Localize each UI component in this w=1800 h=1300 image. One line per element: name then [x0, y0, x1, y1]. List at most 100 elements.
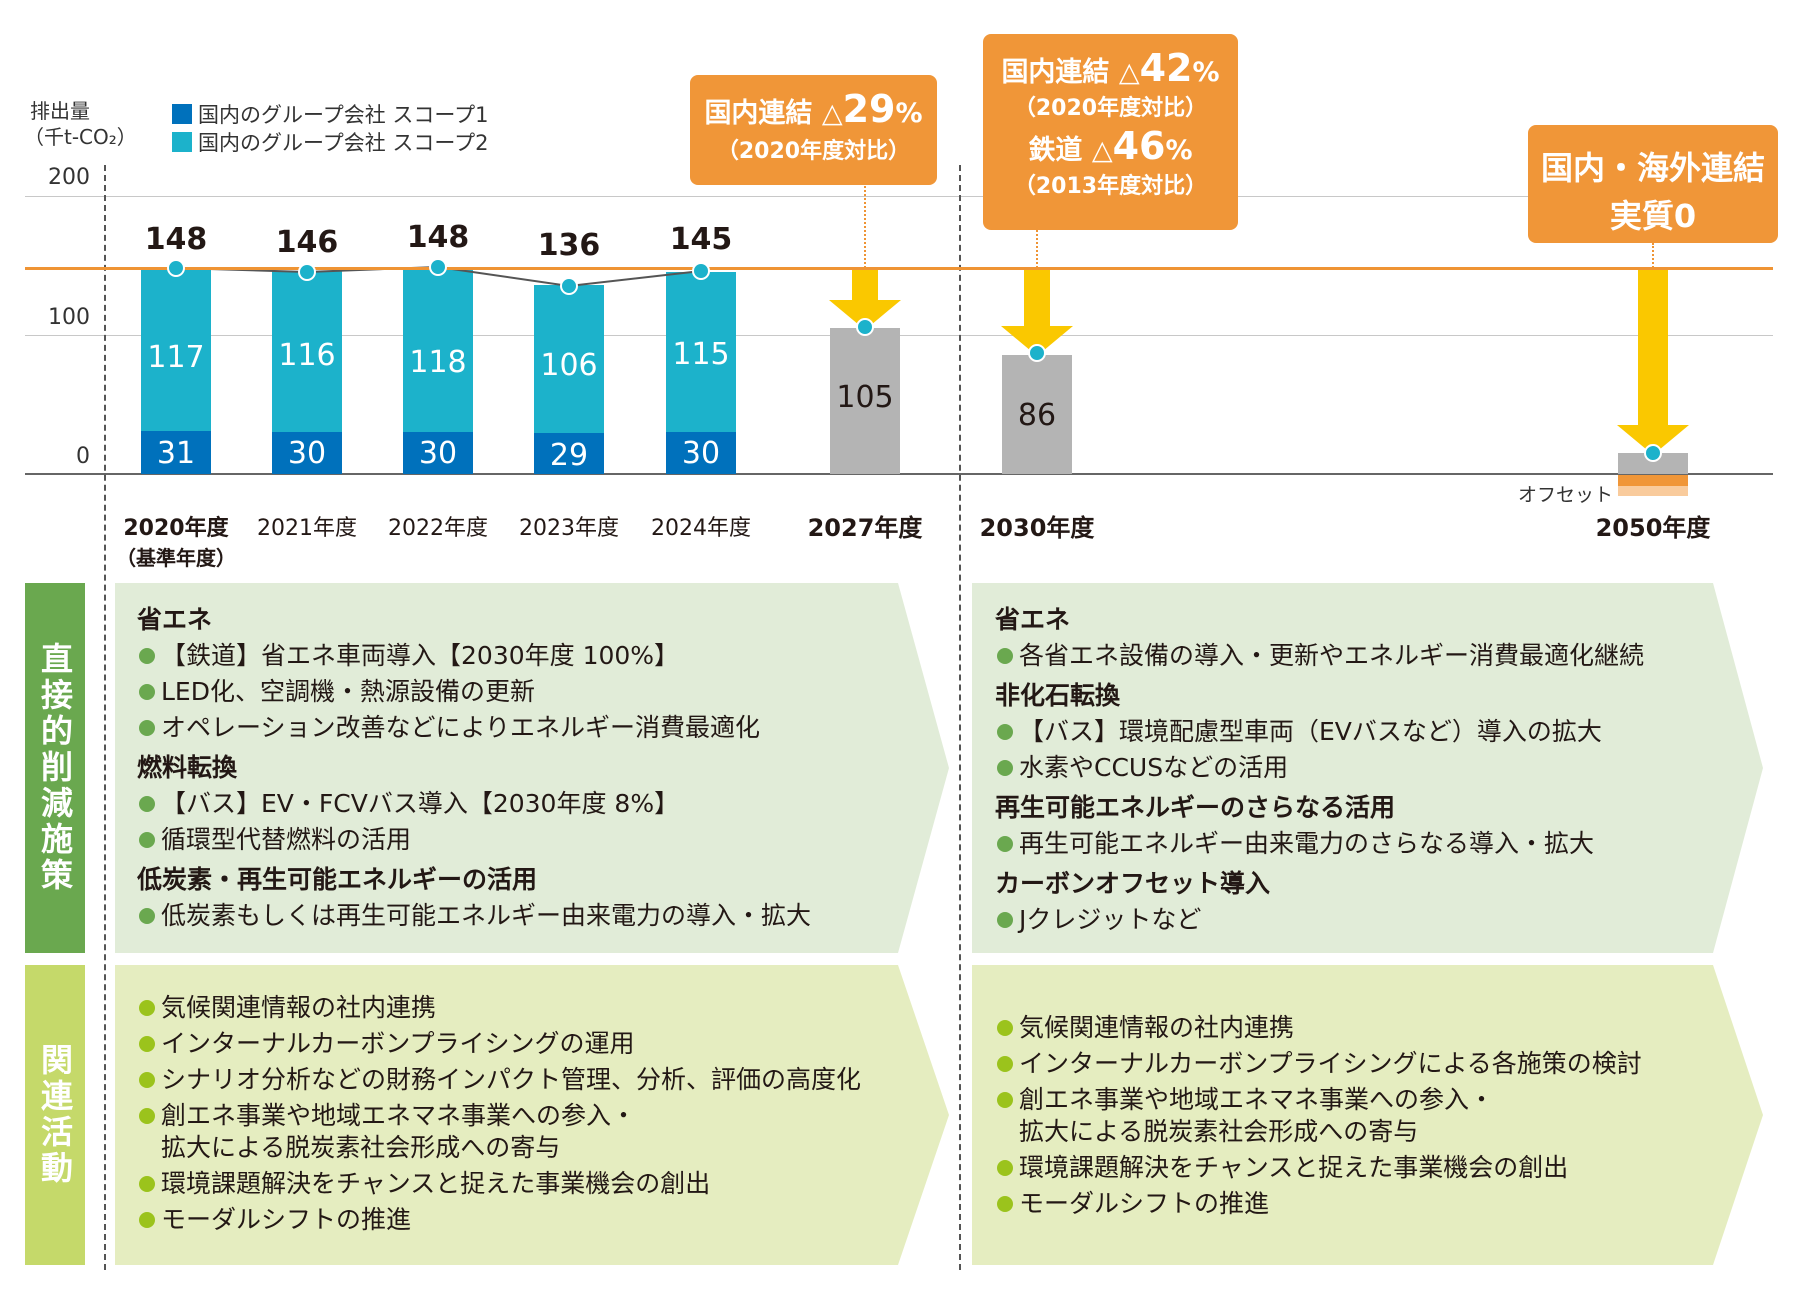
list-item-text: 気候関連情報の社内連携 [1019, 1013, 1295, 1042]
callout-2050-leader [1652, 243, 1654, 268]
x-label-2020-sub: （基準年度） [116, 546, 236, 570]
callout-2030-leader [1036, 230, 1038, 268]
total-dot-2022 [429, 258, 447, 276]
bullet-icon [997, 912, 1013, 928]
callout-2030-value: 42 [1139, 46, 1193, 90]
bullet-icon [997, 724, 1013, 740]
list-item: 創エネ事業や地域エネマネ事業への参入・ [995, 1082, 1735, 1118]
panel-related-right-bg [972, 965, 1763, 1265]
callout-2027-basis: （2020年度対比） [716, 139, 911, 164]
list-item-text: 【鉄道】省エネ車両導入【2030年度 100%】 [161, 641, 680, 670]
callout-2030-basis: （2020年度対比） [1013, 96, 1208, 121]
bar-2021-scope2-value: 116 [278, 338, 336, 373]
bullet-icon [997, 1056, 1013, 1072]
x-label-2024: 2024年度 [651, 516, 751, 541]
callout-2027: 国内連結 △29% （2020年度対比） [690, 75, 937, 185]
bullet-icon [997, 1092, 1013, 1108]
y-axis-title-line1: 排出量 [30, 99, 90, 123]
list-item-text: 【バス】EV・FCVバス導入【2030年度 8%】 [161, 789, 680, 818]
offset-label: オフセット [1518, 484, 1614, 506]
callout-2030-unit: % [1192, 57, 1220, 88]
y-axis-title-line2: （千t-CO₂） [24, 125, 137, 149]
bullet-icon [997, 1020, 1013, 1036]
bullet-icon [139, 1212, 155, 1228]
x-label-2030: 2030年度 [979, 514, 1095, 542]
bullet-icon [139, 1176, 155, 1192]
bullet-icon [997, 1160, 1013, 1176]
bullet-icon [139, 684, 155, 700]
section-label-related: 関連活動 [25, 965, 85, 1265]
list-item-text: 循環型代替燃料の活用 [161, 825, 412, 854]
bar-2020-scope2 [141, 268, 211, 431]
bullet-icon [997, 1196, 1013, 1212]
list-item-text: インターナルカーボンプライシングによる各施策の検討 [1019, 1049, 1642, 1078]
panel-related-left-bg [115, 965, 949, 1265]
bar-2027-target [830, 328, 900, 474]
list-item: 循環型代替燃料の活用 [137, 822, 917, 858]
group-heading: 低炭素・再生可能エネルギーの活用 [137, 865, 538, 894]
bullet-icon [139, 1000, 155, 1016]
callout-2030-rail-unit: % [1165, 135, 1193, 166]
bullet-icon [139, 796, 155, 812]
bullet-icon [997, 836, 1013, 852]
group-heading: 燃料転換 [137, 753, 238, 782]
list-item-text: 環境課題解決をチャンスと捉えた事業機会の創出 [161, 1169, 711, 1198]
y-axis-title: 排出量 （千t-CO₂） [24, 98, 137, 150]
list-item-text: 低炭素もしくは再生可能エネルギー由来電力の導入・拡大 [161, 901, 812, 930]
target-dot-2027 [856, 318, 874, 336]
list-item: 環境課題解決をチャンスと捉えた事業機会の創出 [137, 1166, 927, 1202]
x-label-2023: 2023年度 [519, 516, 619, 541]
callout-2050: 国内・海外連結 実質0 [1528, 125, 1778, 243]
group-heading: カーボンオフセット導入 [995, 869, 1271, 898]
scope2-swatch-icon [172, 132, 192, 152]
list-item-text: 創エネ事業や地域エネマネ事業への参入・ [1019, 1085, 1495, 1114]
bar-2024-scope2-value: 115 [672, 337, 730, 372]
list-item-text: オペレーション改善などによりエネルギー消費最適化 [161, 713, 761, 742]
list-item: 【バス】環境配慮型車両（EVバスなど）導入の拡大 [995, 714, 1735, 750]
bar-2023-total: 136 [537, 228, 601, 263]
bar-2022-scope1-value: 30 [418, 436, 458, 471]
callout-2050-scope: 国内・海外連結 [1540, 149, 1765, 187]
y-tick-100: 100 [48, 305, 90, 330]
bar-2021-scope1-value: 30 [287, 436, 327, 471]
callout-2027-unit: % [895, 98, 923, 129]
panel-direct-right-bg [972, 583, 1763, 953]
x-label-2022: 2022年度 [388, 516, 488, 541]
bar-2022-scope1 [403, 432, 473, 474]
section-label-direct: 直接的削減施策 [25, 583, 85, 953]
divider-base-year [104, 165, 106, 1270]
group-heading: 非化石転換 [995, 681, 1121, 710]
list-item: インターナルカーボンプライシングによる各施策の検討 [995, 1046, 1735, 1082]
list-item: 【バス】EV・FCVバス導入【2030年度 8%】 [137, 786, 917, 822]
panel-related-right: 気候関連情報の社内連携 インターナルカーボンプライシングによる各施策の検討 創エ… [995, 1010, 1735, 1222]
callout-2027-leader [864, 186, 866, 268]
bar-2050-offset [1618, 475, 1688, 486]
bar-2027-target-value: 105 [836, 380, 894, 415]
list-item: 気候関連情報の社内連携 [995, 1010, 1735, 1046]
bar-2050-residual [1618, 453, 1688, 474]
list-item-text: 環境課題解決をチャンスと捉えた事業機会の創出 [1019, 1153, 1569, 1182]
gridline-200 [25, 196, 1773, 197]
list-item-text: LED化、空調機・熱源設備の更新 [161, 677, 535, 706]
bar-2023-scope1-value: 29 [549, 438, 589, 473]
bar-2030-target [1002, 355, 1072, 474]
bar-2021-scope2 [272, 271, 342, 432]
list-item-text: モーダルシフトの推進 [1019, 1189, 1270, 1218]
list-item: 各省エネ設備の導入・更新やエネルギー消費最適化継続 [995, 638, 1735, 674]
panel-direct-left: 省エネ 【鉄道】省エネ車両導入【2030年度 100%】 LED化、空調機・熱源… [137, 598, 917, 934]
group-heading: 省エネ [995, 605, 1071, 634]
x-label-2020-year: 2020年度 [123, 516, 229, 541]
arrow-2050-shaft [1638, 270, 1668, 426]
list-item: LED化、空調機・熱源設備の更新 [137, 674, 917, 710]
bar-2020-total: 148 [144, 222, 208, 257]
list-item: シナリオ分析などの財務インパクト管理、分析、評価の高度化 [137, 1062, 927, 1098]
bullet-icon [139, 908, 155, 924]
panel-direct-right: 省エネ 各省エネ設備の導入・更新やエネルギー消費最適化継続 非化石転換 【バス】… [995, 598, 1735, 938]
panel-direct-left-bg [115, 583, 949, 953]
bar-2024-scope1-value: 30 [681, 436, 721, 471]
legend-item-scope1: 国内のグループ会社 スコープ1 [172, 100, 489, 128]
arrow-2027-shaft [852, 270, 878, 300]
list-item: Jクレジットなど [995, 902, 1735, 938]
scope1-swatch-icon [172, 104, 192, 124]
bar-2024-scope2 [666, 272, 736, 432]
